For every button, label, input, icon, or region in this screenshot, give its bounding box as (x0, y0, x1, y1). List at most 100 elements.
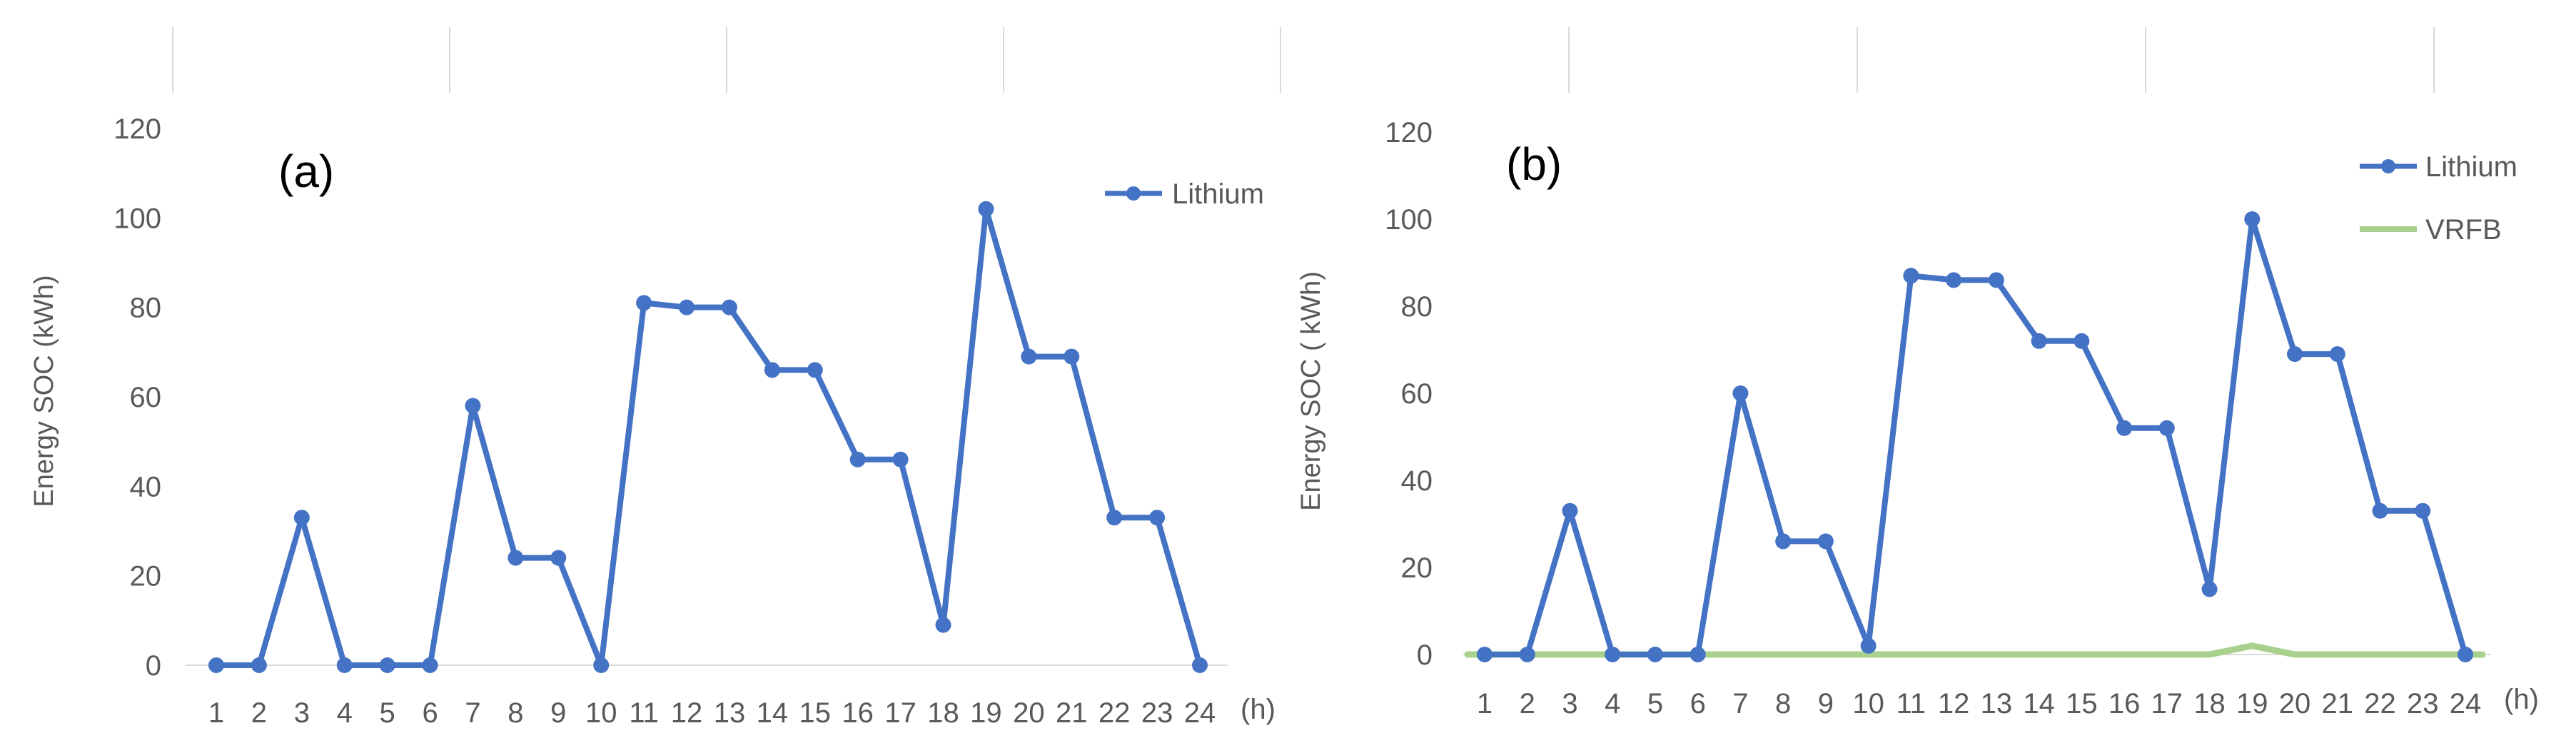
legend-marker-lithium-b (2381, 159, 2395, 173)
data-point-lithium-b-15 (2074, 333, 2090, 349)
x-tick-label-a-17: 18 (927, 697, 959, 729)
x-tick-label-b-8: 9 (1818, 688, 1834, 719)
x-tick-label-b-6: 7 (1732, 688, 1748, 719)
data-point-lithium-a-9 (550, 550, 567, 566)
data-point-lithium-b-11 (1903, 268, 1919, 284)
data-point-lithium-b-8 (1775, 533, 1792, 550)
x-unit-label-a: (h) (1241, 694, 1276, 725)
x-ticks-b: 1 2 3 4 5 6 7 8 9 10 11 12 13 14 15 16 17 18 19 20 21 22 23 24 (1477, 688, 2481, 719)
x-tick-label-b-4: 5 (1647, 688, 1663, 719)
legend-marker-lithium-a (1126, 186, 1141, 201)
x-tick-label-b-20: 21 (2322, 688, 2354, 719)
y-tick-label-b-2: 40 (1401, 465, 1433, 497)
x-tick-label-b-13: 14 (2023, 688, 2055, 719)
y-tick-label-a-6: 120 (113, 113, 161, 145)
x-tick-label-b-2: 3 (1562, 688, 1577, 719)
x-tick-label-b-7: 8 (1775, 688, 1791, 719)
y-tick-label-a-0: 0 (146, 650, 161, 682)
data-point-lithium-b-3 (1562, 502, 1578, 519)
data-point-lithium-a-15 (807, 362, 823, 378)
data-point-lithium-b-18 (2201, 581, 2218, 597)
data-point-lithium-a-20 (1021, 348, 1037, 365)
data-point-lithium-a-7 (465, 398, 481, 414)
x-tick-label-b-11: 12 (1938, 688, 1970, 719)
x-tick-label-a-13: 14 (757, 697, 789, 729)
data-point-lithium-b-16 (2116, 420, 2133, 436)
data-point-lithium-a-19 (978, 201, 994, 217)
data-point-lithium-b-1 (1477, 647, 1492, 662)
chart-panel-a: (a) Energy SOC (kWh) (h) 020406080100120… (29, 113, 1276, 729)
x-tick-label-b-22: 23 (2407, 688, 2439, 719)
x-tick-label-b-16: 17 (2151, 688, 2183, 719)
data-point-lithium-b-19 (2244, 211, 2261, 227)
x-tick-label-a-23: 24 (1184, 697, 1216, 729)
series-layer-b (1464, 211, 2486, 662)
data-point-lithium-b-22 (2372, 502, 2388, 519)
data-point-lithium-b-23 (2415, 502, 2431, 519)
x-tick-label-a-1: 2 (251, 697, 267, 729)
data-point-lithium-a-3 (293, 510, 310, 526)
top-dividers (172, 27, 2435, 93)
x-tick-label-b-5: 6 (1690, 688, 1706, 719)
legend-label-lithium-b: Lithium (2425, 151, 2517, 183)
data-point-lithium-b-10 (1860, 637, 1877, 654)
data-point-lithium-b-20 (2287, 346, 2303, 363)
x-tick-label-a-0: 1 (208, 697, 224, 729)
data-point-lithium-a-13 (721, 299, 737, 315)
x-tick-label-a-21: 22 (1098, 697, 1131, 729)
data-point-lithium-a-8 (507, 550, 524, 566)
y-tick-label-a-4: 80 (130, 293, 162, 324)
x-tick-label-b-10: 11 (1896, 688, 1926, 719)
x-tick-label-a-8: 9 (550, 697, 566, 729)
panel-label-b: (b) (1506, 138, 1562, 190)
y-tick-label-a-1: 20 (130, 561, 162, 592)
x-tick-label-b-12: 13 (1981, 688, 2013, 719)
data-point-lithium-b-13 (1988, 272, 2004, 288)
data-point-lithium-b-9 (1817, 533, 1834, 550)
x-tick-label-b-23: 24 (2450, 688, 2482, 719)
data-point-lithium-a-14 (764, 362, 780, 378)
legend-a: Lithium (1105, 178, 1264, 210)
y-tick-label-b-4: 80 (1401, 291, 1433, 323)
x-tick-label-a-22: 23 (1141, 697, 1173, 729)
data-point-lithium-b-4 (1605, 647, 1621, 662)
y-axis-label-a: Energy SOC (kWh) (29, 275, 59, 507)
data-point-lithium-b-6 (1689, 647, 1706, 662)
y-ticks-b: 0 20 40 60 80 100 120 (1385, 117, 1433, 671)
data-point-lithium-a-1 (208, 657, 224, 673)
x-tick-label-a-9: 10 (585, 697, 617, 729)
data-point-lithium-a-12 (679, 299, 695, 315)
data-point-lithium-a-10 (593, 657, 610, 673)
x-tick-label-b-21: 22 (2364, 688, 2396, 719)
x-tick-label-a-4: 5 (380, 697, 395, 729)
x-tick-label-b-14: 15 (2066, 688, 2098, 719)
x-tick-label-b-1: 2 (1520, 688, 1535, 719)
data-point-lithium-a-18 (935, 617, 951, 633)
x-tick-label-a-19: 20 (1013, 697, 1045, 729)
x-tick-label-a-18: 19 (970, 697, 1002, 729)
x-tick-label-b-17: 18 (2193, 688, 2226, 719)
x-tick-label-a-15: 16 (842, 697, 874, 729)
legend-label-vrfb-b: VRFB (2425, 214, 2502, 246)
data-point-lithium-b-5 (1647, 647, 1663, 662)
data-point-lithium-b-2 (1519, 647, 1535, 662)
data-point-lithium-b-24 (2458, 647, 2473, 662)
x-tick-label-a-16: 17 (884, 697, 916, 729)
data-point-lithium-a-22 (1106, 510, 1123, 526)
series-line-lithium-a (213, 206, 1203, 668)
data-point-lithium-b-14 (2031, 333, 2047, 349)
x-tick-label-b-18: 19 (2236, 688, 2268, 719)
x-unit-label-b: (h) (2504, 684, 2539, 715)
y-tick-label-b-5: 100 (1385, 204, 1433, 236)
x-tick-label-a-6: 7 (465, 697, 480, 729)
data-point-lithium-a-21 (1064, 348, 1080, 365)
x-tick-label-a-3: 4 (337, 697, 353, 729)
data-point-lithium-b-12 (1946, 272, 1962, 288)
data-point-lithium-a-6 (422, 657, 438, 673)
x-tick-label-a-5: 6 (422, 697, 438, 729)
x-tick-label-b-0: 1 (1477, 688, 1492, 719)
data-point-lithium-a-24 (1192, 657, 1208, 673)
data-point-lithium-a-5 (379, 657, 395, 673)
data-point-lithium-b-17 (2158, 420, 2175, 436)
series-layer-a (208, 201, 1208, 673)
